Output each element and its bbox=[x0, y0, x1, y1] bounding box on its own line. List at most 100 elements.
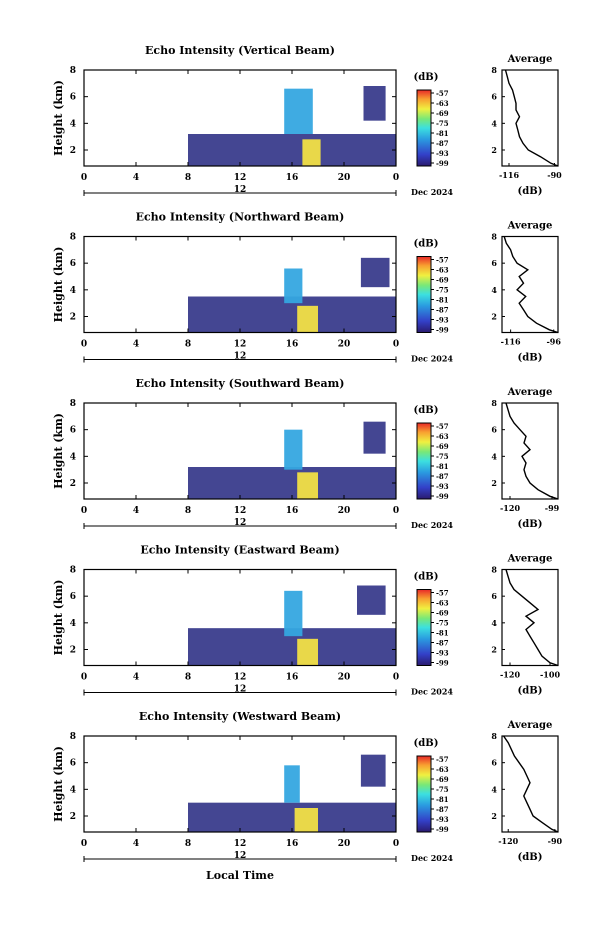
x-tick-label: 8 bbox=[185, 173, 191, 183]
echo-region bbox=[294, 808, 318, 832]
date-label: Dec 2024 bbox=[411, 687, 453, 697]
colorbar bbox=[416, 755, 432, 833]
avg-y-tick-label: 2 bbox=[491, 312, 497, 322]
colorbar-tick-label: -57 bbox=[436, 256, 449, 265]
avg-y-tick-label: 6 bbox=[491, 758, 497, 768]
x-tick-label: 12 bbox=[234, 506, 247, 516]
x-tick-label: 12 bbox=[234, 673, 247, 683]
avg-x-tick-label: -96 bbox=[546, 337, 561, 347]
colorbar-tick-label: -81 bbox=[436, 296, 449, 305]
avg-x-label: (dB) bbox=[518, 186, 543, 197]
colorbar-tick-label: -99 bbox=[436, 659, 449, 668]
avg-y-tick-label: 2 bbox=[491, 645, 497, 655]
avg-profile-line bbox=[504, 69, 559, 167]
x-tick-label: 0 bbox=[81, 340, 87, 350]
avg-y-tick-label: 2 bbox=[491, 478, 497, 488]
avg-y-tick-label: 8 bbox=[491, 398, 497, 408]
y-axis-label: Height (km) bbox=[52, 413, 65, 489]
echo-region bbox=[360, 754, 386, 787]
x-tick-label: 8 bbox=[185, 673, 191, 683]
x-tick-label: 16 bbox=[286, 340, 299, 350]
x-tick-label: 20 bbox=[338, 839, 351, 849]
avg-profile-line bbox=[505, 402, 559, 500]
avg-y-tick-label: 4 bbox=[491, 618, 497, 628]
colorbar-tick-label: -93 bbox=[436, 316, 449, 325]
colorbar-tick-label: -93 bbox=[436, 815, 449, 824]
echo-region bbox=[297, 638, 318, 666]
day-label: 12 bbox=[234, 685, 247, 695]
avg-y-tick-label: 4 bbox=[491, 118, 497, 128]
colorbar-tick-label: -81 bbox=[436, 129, 449, 138]
y-axis-label: Height (km) bbox=[52, 580, 65, 656]
chart-title: Echo Intensity (Westward Beam) bbox=[139, 710, 341, 723]
x-tick-label: 4 bbox=[133, 506, 139, 516]
avg-x-tick-label: -100 bbox=[540, 670, 560, 680]
colorbar-tick-label: -87 bbox=[436, 472, 449, 481]
echo-region bbox=[363, 86, 386, 121]
x-tick-label: 12 bbox=[234, 340, 247, 350]
x-tick-label: 16 bbox=[286, 839, 299, 849]
x-tick-label: 0 bbox=[393, 673, 399, 683]
avg-y-tick-label: 6 bbox=[491, 92, 497, 102]
echo-region bbox=[284, 88, 313, 134]
colorbar-tick-label: -81 bbox=[436, 629, 449, 638]
chart-title: Echo Intensity (Vertical Beam) bbox=[145, 44, 335, 57]
avg-x-tick-label: -116 bbox=[501, 337, 521, 347]
x-tick-label: 0 bbox=[393, 839, 399, 849]
avg-y-tick-label: 2 bbox=[491, 811, 497, 821]
day-label: 12 bbox=[234, 851, 247, 861]
colorbar-tick-label: -87 bbox=[436, 139, 449, 148]
x-tick-label: 12 bbox=[234, 839, 247, 849]
colorbar-unit: (dB) bbox=[414, 405, 439, 416]
avg-profile-line bbox=[503, 236, 559, 334]
avg-y-tick-label: 4 bbox=[491, 784, 497, 794]
x-tick-label: 12 bbox=[234, 173, 247, 183]
x-tick-label: 8 bbox=[185, 839, 191, 849]
x-tick-label: 4 bbox=[133, 839, 139, 849]
date-label: Dec 2024 bbox=[411, 520, 453, 530]
y-tick-label: 4 bbox=[70, 452, 76, 462]
colorbar-tick-label: -69 bbox=[436, 609, 449, 618]
colorbar-tick-label: -57 bbox=[436, 589, 449, 598]
x-tick-label: 0 bbox=[81, 173, 87, 183]
colorbar-tick-label: -93 bbox=[436, 482, 449, 491]
day-label: 12 bbox=[234, 352, 247, 362]
avg-frame bbox=[501, 235, 559, 334]
avg-y-tick-label: 4 bbox=[491, 285, 497, 295]
echo-region bbox=[188, 134, 396, 166]
y-tick-label: 2 bbox=[70, 479, 76, 489]
x-tick-label: 0 bbox=[81, 506, 87, 516]
avg-x-tick-label: -90 bbox=[547, 170, 562, 180]
y-tick-label: 2 bbox=[70, 812, 76, 822]
x-tick-label: 16 bbox=[286, 673, 299, 683]
colorbar-tick-label: -75 bbox=[436, 119, 449, 128]
chart-title: Echo Intensity (Northward Beam) bbox=[136, 211, 345, 224]
colorbar-tick-label: -99 bbox=[436, 159, 449, 168]
avg-y-tick-label: 8 bbox=[491, 565, 497, 575]
echo-region bbox=[188, 467, 396, 499]
chart-title: Echo Intensity (Southward Beam) bbox=[136, 377, 345, 390]
y-tick-label: 2 bbox=[70, 146, 76, 156]
panel-5: Echo Intensity (Westward Beam) 0 4 8 12 16 20 0… bbox=[52, 710, 563, 863]
y-tick-label: 2 bbox=[70, 313, 76, 323]
avg-title: Average bbox=[507, 720, 553, 731]
day-label: 12 bbox=[234, 185, 247, 195]
y-axis-label: Height (km) bbox=[52, 247, 65, 323]
colorbar-tick-label: -69 bbox=[436, 109, 449, 118]
x-tick-label: 20 bbox=[338, 506, 351, 516]
panel-2: Echo Intensity (Northward Beam)0 4 8 12 16 20… bbox=[52, 211, 561, 364]
colorbar-tick-label: -99 bbox=[436, 492, 449, 501]
echo-region bbox=[357, 585, 386, 615]
y-tick-label: 8 bbox=[70, 233, 76, 243]
avg-title: Average bbox=[507, 387, 553, 398]
x-tick-label: 20 bbox=[338, 673, 351, 683]
echo-region bbox=[363, 421, 386, 454]
panel-4: Echo Intensity (Eastward Beam) 0 4 8 12 16 20 0… bbox=[52, 544, 560, 697]
colorbar bbox=[416, 89, 432, 167]
y-tick-label: 8 bbox=[70, 732, 76, 742]
x-tick-label: 20 bbox=[338, 173, 351, 183]
colorbar-tick-label: -75 bbox=[436, 286, 449, 295]
avg-y-tick-label: 8 bbox=[491, 65, 497, 75]
colorbar-tick-label: -87 bbox=[436, 306, 449, 315]
